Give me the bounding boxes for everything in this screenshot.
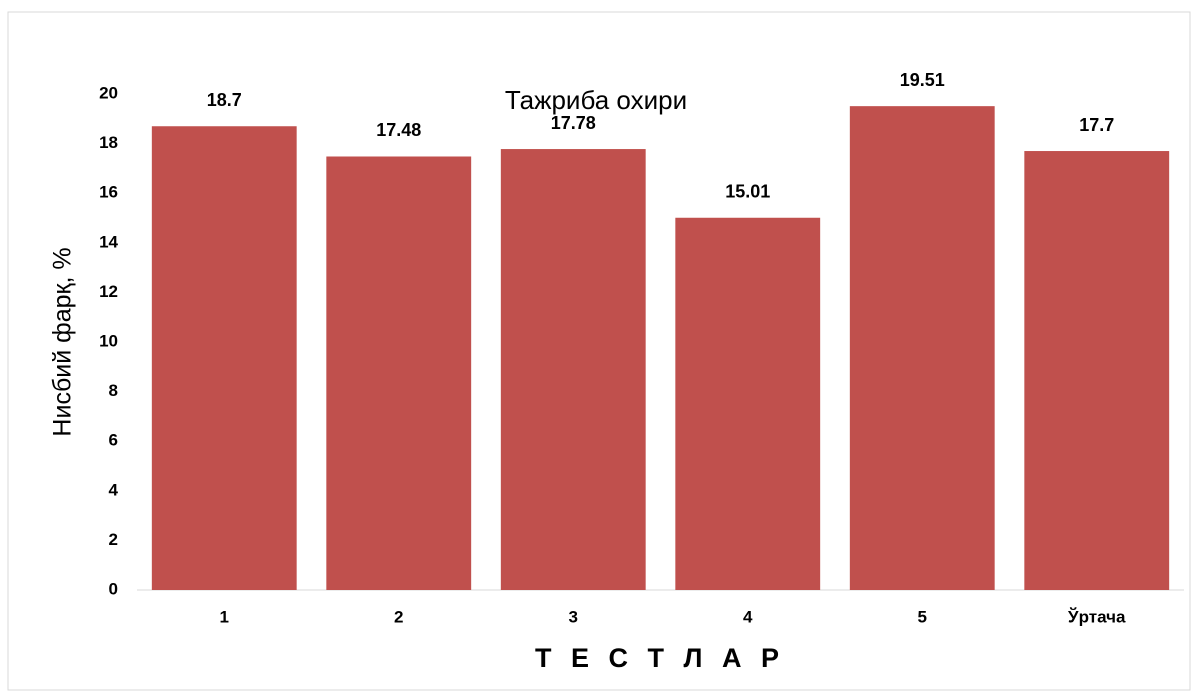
x-tick-label: 2: [394, 607, 403, 626]
bar: [500, 149, 646, 590]
bar: [849, 106, 995, 590]
y-tick-label: 14: [99, 232, 118, 251]
y-tick-label: 0: [109, 579, 118, 598]
x-axis-title: Т Е С Т Л А Р: [535, 643, 785, 673]
bar: [326, 156, 472, 590]
y-tick-label: 10: [99, 331, 118, 350]
x-tick-label: 5: [918, 607, 927, 626]
y-tick-label: 12: [99, 282, 118, 301]
data-label: 18.7: [207, 90, 242, 110]
x-tick-label: 1: [220, 607, 229, 626]
data-label: 15.01: [725, 182, 770, 202]
y-tick-label: 4: [109, 480, 119, 499]
y-tick-label: 20: [99, 83, 118, 102]
x-tick-label: 3: [569, 607, 578, 626]
y-tick-label: 18: [99, 133, 118, 152]
bar: [1024, 151, 1170, 591]
data-label: 17.48: [376, 120, 421, 140]
y-tick-label: 16: [99, 183, 118, 202]
x-tick-label: Ўртача: [1067, 606, 1126, 626]
data-label: 17.7: [1079, 115, 1114, 135]
data-label: 17.78: [551, 113, 596, 133]
x-tick-label: 4: [743, 607, 753, 626]
y-tick-label: 8: [109, 381, 118, 400]
y-tick-label: 2: [109, 530, 118, 549]
y-tick-label: 6: [109, 431, 118, 450]
bar: [675, 217, 821, 590]
chart-title: Тажриба охири: [505, 85, 687, 115]
y-axis-title: Нисбий фарқ, %: [49, 247, 77, 436]
data-label: 19.51: [900, 70, 945, 90]
bar: [151, 126, 297, 591]
